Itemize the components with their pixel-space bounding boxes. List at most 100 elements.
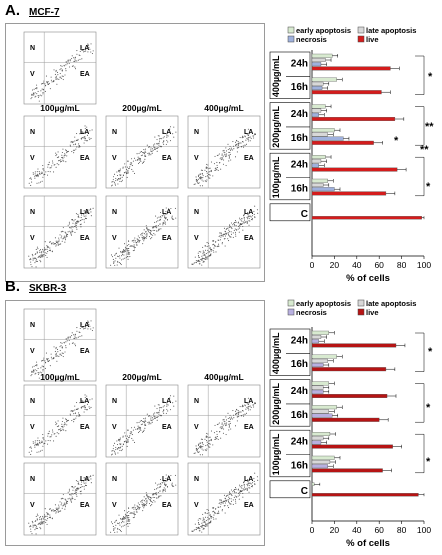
dot-plot-frame [105, 384, 179, 458]
quadrant-label-n: N [112, 398, 117, 405]
quadrant-label-ea: EA [244, 502, 254, 509]
legend-label: necrosis [296, 308, 327, 317]
quadrant-label-v: V [30, 155, 35, 162]
quadrant-label-n: N [30, 476, 35, 483]
bar-early-apoptosis [311, 455, 335, 460]
significance-marker: * [428, 71, 433, 83]
legend-label: live [366, 35, 379, 44]
legend-swatch [357, 35, 365, 43]
significance-marker: * [426, 181, 431, 193]
time-label: 16h [291, 183, 308, 194]
group-frame [269, 203, 311, 222]
significance-bracket [415, 156, 425, 197]
significance-marker: ** [425, 121, 434, 133]
dot-cloud [28, 394, 93, 455]
bar-late-apoptosis [311, 81, 324, 86]
bar-early-apoptosis [311, 482, 315, 486]
quadrant-label-n: N [194, 476, 199, 483]
quadrant-label-ea: EA [80, 348, 90, 355]
bar-live [311, 90, 382, 95]
significance-marker: ** [420, 144, 429, 156]
quadrant-label-n: N [30, 398, 35, 405]
bar-live [311, 493, 419, 497]
group-concentration-label: 400µg/mL [271, 55, 281, 97]
bar-late-apoptosis [311, 58, 326, 62]
bar-early-apoptosis [311, 354, 337, 359]
quadrant-label-la: LA [244, 129, 253, 136]
bar-live [311, 117, 396, 121]
bar-late-apoptosis [311, 358, 328, 363]
bar-necrosis [311, 413, 333, 418]
bar-live [311, 191, 387, 196]
dot-plot-frame [105, 462, 179, 536]
quadrant-label-n: N [194, 398, 199, 405]
bar-necrosis [311, 440, 322, 445]
panel-a-label: A. [5, 2, 20, 19]
legend-label: late apoptosis [366, 299, 416, 308]
concentration-label: 400µg/mL [204, 103, 243, 113]
quadrant-label-ea: EA [80, 71, 90, 78]
dot-plot-frame [187, 462, 261, 536]
group-concentration-label: 100µg/mL [271, 433, 281, 475]
legend-label: live [366, 308, 379, 317]
dot-cloud [28, 207, 94, 268]
legend-swatch [287, 35, 295, 43]
panel-a-flow-plots: NVLAEANVLAEANVLAEANVLAEANVLAEANVLAEANVLA… [23, 31, 261, 269]
significance-marker: * [394, 135, 399, 147]
group-frame [269, 152, 311, 201]
bar-early-apoptosis [311, 104, 326, 109]
quadrant-label-v: V [112, 155, 117, 162]
bar-early-apoptosis [311, 330, 329, 335]
concentration-label: 100µg/mL [40, 372, 79, 382]
bar-live [311, 468, 383, 473]
legend-swatch [357, 26, 365, 34]
bar-early-apoptosis [311, 128, 335, 133]
quadrant-label-ea: EA [162, 424, 172, 431]
quadrant-label-la: LA [162, 398, 171, 405]
bar-early-apoptosis [311, 405, 337, 410]
quadrant-label-v: V [30, 235, 35, 242]
bar-late-apoptosis [311, 159, 322, 164]
quadrant-label-ea: EA [162, 155, 172, 162]
significance-marker: * [428, 346, 433, 358]
x-tick-label: 0 [310, 525, 315, 535]
dot-cloud [30, 320, 94, 379]
quadrant-label-n: N [30, 129, 35, 136]
time-label: 24h [291, 335, 308, 346]
group-concentration-label: 200µg/mL [271, 383, 281, 425]
x-tick-label: 20 [330, 260, 340, 270]
bar-late-apoptosis [311, 132, 328, 137]
quadrant-label-la: LA [80, 45, 89, 52]
quadrant-label-la: LA [162, 476, 171, 483]
panel-b-cell-line: SKBR-3 [29, 283, 67, 294]
panel-b-bar-chart: early apoptosis late apoptosis necrosis liv… [269, 299, 433, 549]
concentration-label: 100µg/mL [40, 103, 79, 113]
group-concentration-label: 100µg/mL [271, 156, 281, 198]
group-frame [269, 328, 311, 376]
time-label: 16h [291, 410, 308, 421]
bar-late-apoptosis [311, 385, 324, 390]
legend-swatch [287, 308, 295, 316]
quadrant-label-n: N [194, 129, 199, 136]
dot-cloud [110, 474, 177, 533]
dot-plot-frame [187, 195, 261, 269]
quadrant-label-la: LA [244, 209, 253, 216]
time-label: 16h [291, 133, 308, 144]
group-concentration-label: 200µg/mL [271, 106, 281, 148]
bar-necrosis [311, 363, 324, 367]
bar-live [311, 140, 374, 145]
bar-late-apoptosis [311, 409, 329, 414]
bar-live [311, 367, 387, 372]
quadrant-label-v: V [194, 155, 199, 162]
legend-label: early apoptosis [296, 26, 351, 35]
dot-cloud [191, 472, 259, 533]
legend-label: early apoptosis [296, 299, 351, 308]
quadrant-label-ea: EA [162, 502, 172, 509]
quadrant-label-ea: EA [80, 235, 90, 242]
time-label: 16h [291, 460, 308, 471]
group-frame [269, 480, 311, 499]
bar-live [311, 417, 380, 422]
quadrant-label-n: N [194, 209, 199, 216]
x-tick-label: 100 [417, 260, 431, 270]
dot-plot-frame [23, 115, 97, 189]
